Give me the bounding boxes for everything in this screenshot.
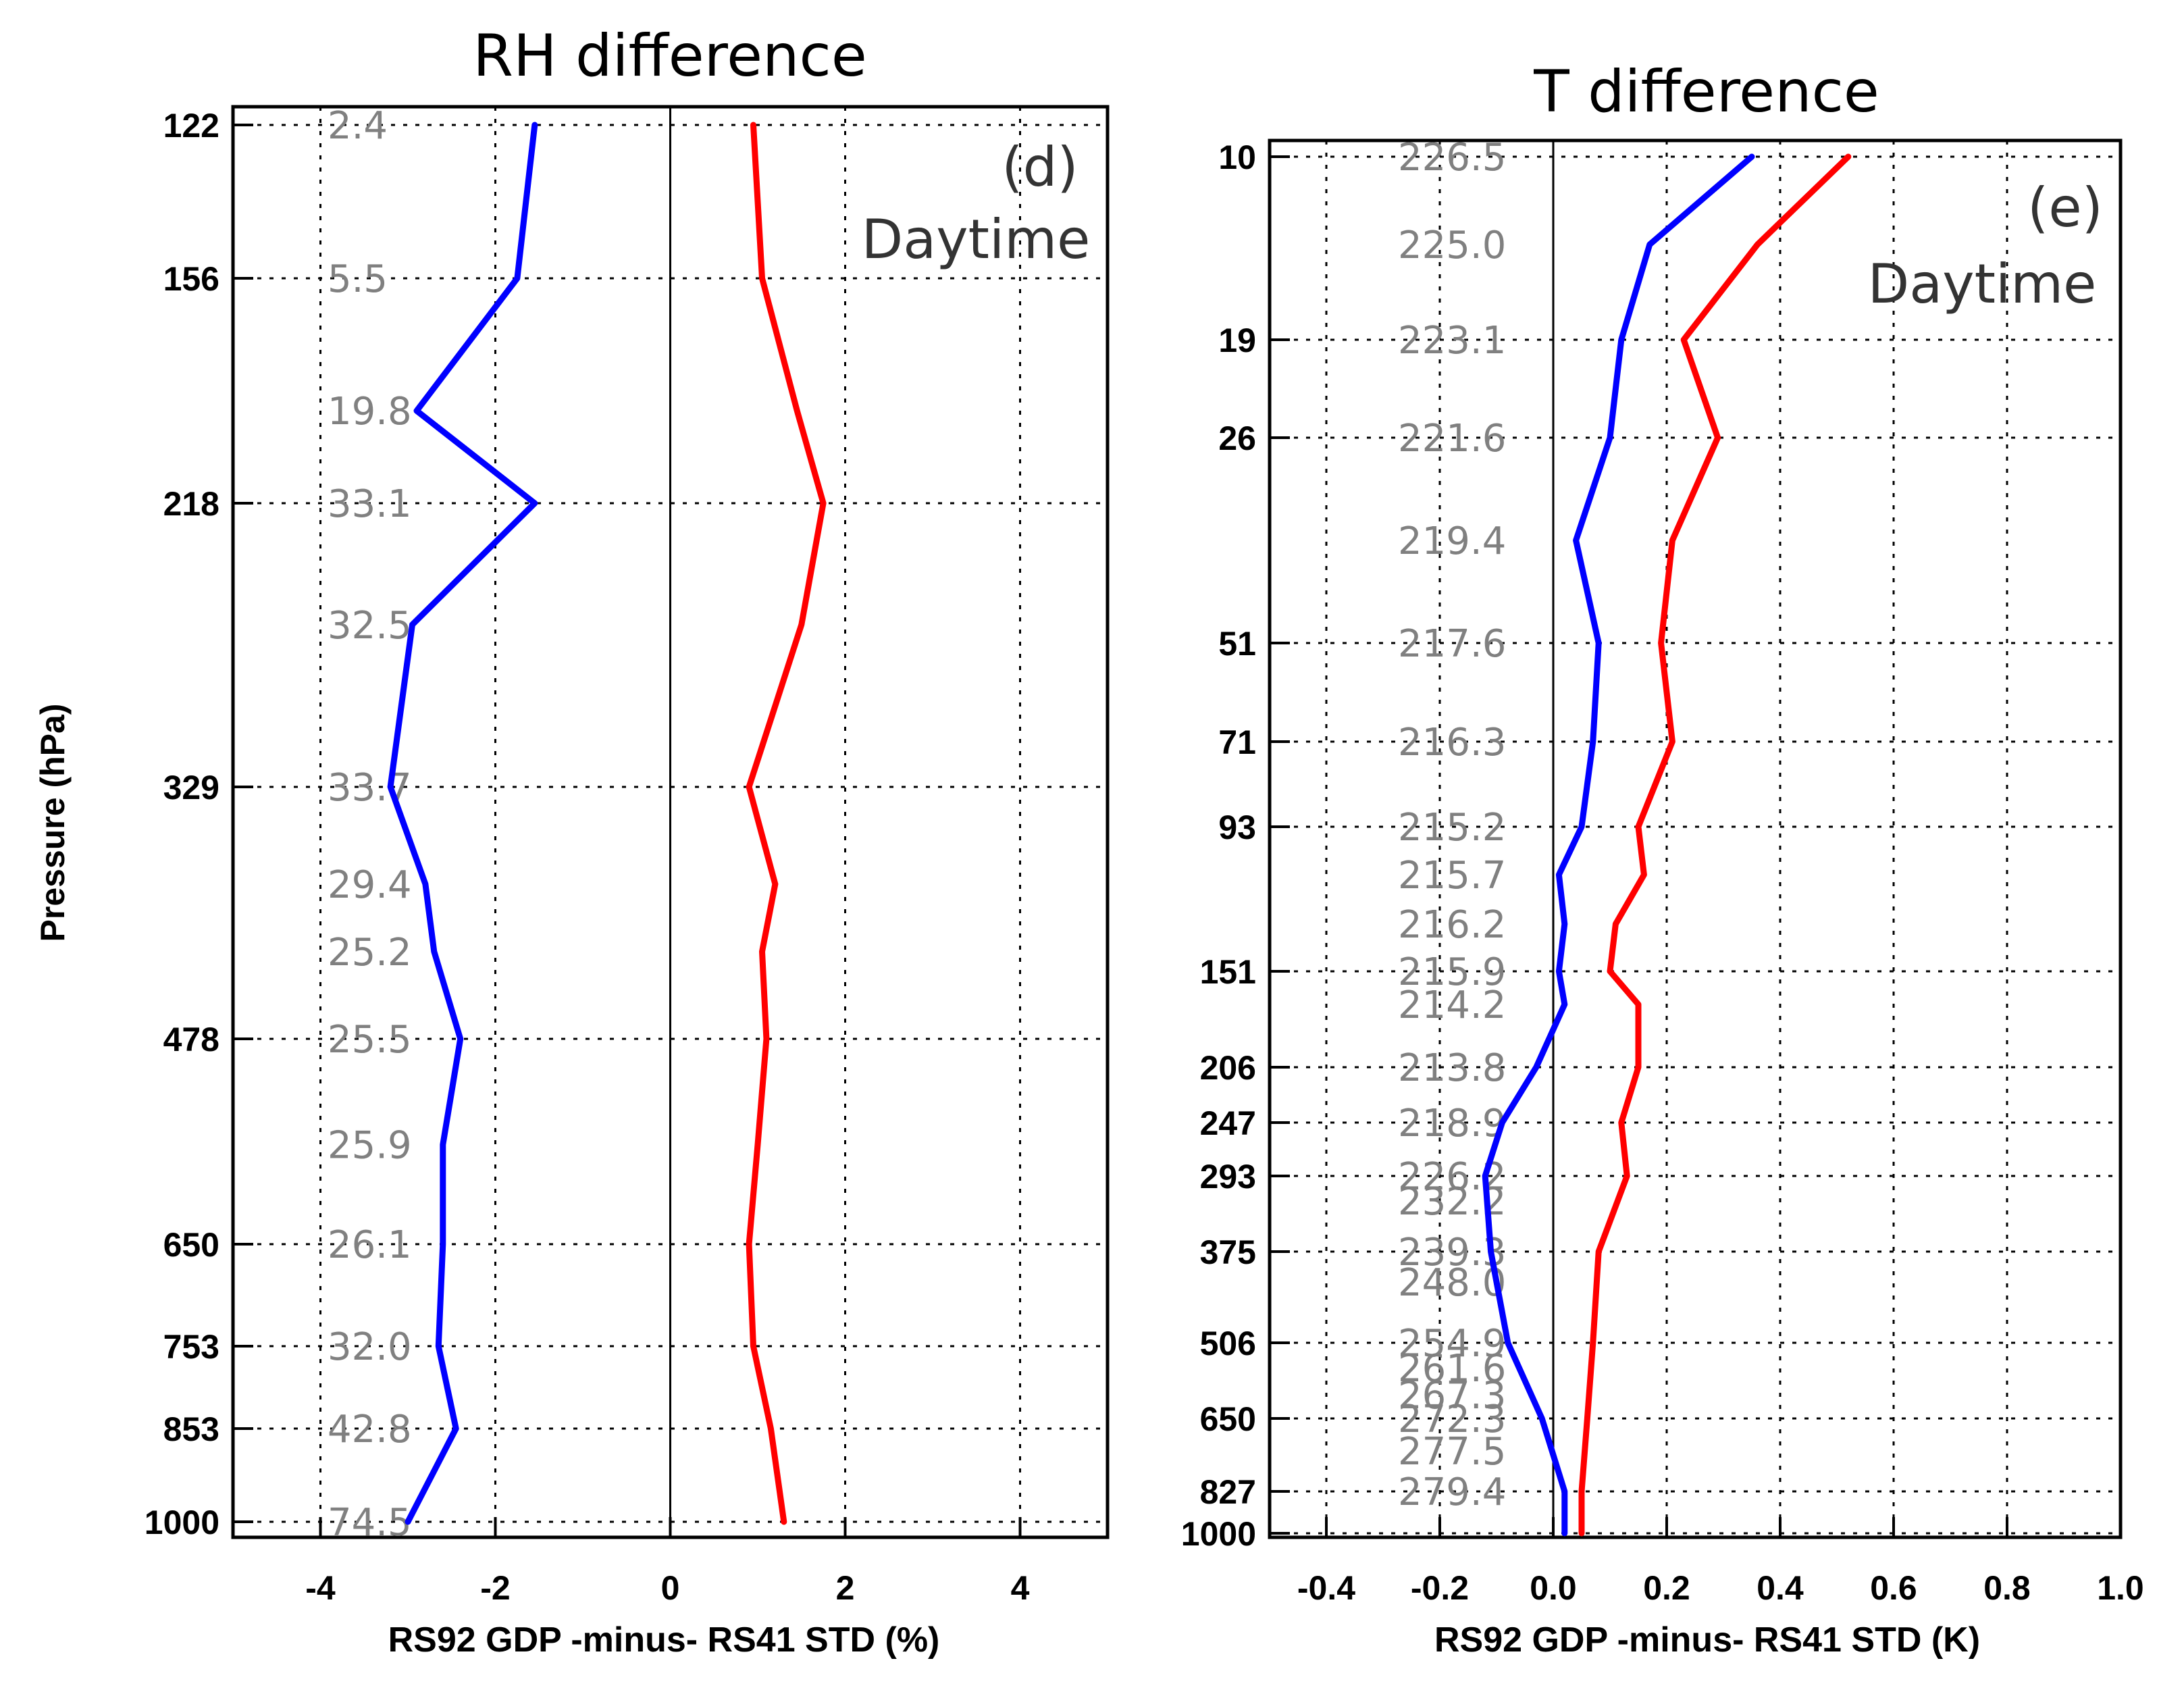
level-annotation: 221.6 bbox=[1398, 417, 1506, 461]
panel-tag: (e) bbox=[2027, 176, 2103, 239]
level-annotation: 25.5 bbox=[328, 1018, 412, 1062]
y-tick-label: 93 bbox=[1218, 809, 1256, 846]
level-annotation: 32.0 bbox=[328, 1325, 412, 1369]
chart-subtitle: Daytime bbox=[862, 208, 1091, 271]
y-tick-label: 753 bbox=[163, 1328, 219, 1366]
level-annotation: 26.1 bbox=[328, 1223, 412, 1267]
level-annotation: 219.4 bbox=[1398, 519, 1506, 563]
y-tick-label: 853 bbox=[163, 1410, 219, 1448]
plot-frame bbox=[1268, 138, 2123, 1539]
x-tick-label: -0.2 bbox=[1411, 1569, 1469, 1607]
level-annotation: 272.3 bbox=[1398, 1398, 1506, 1441]
level-annotation: 218.9 bbox=[1398, 1102, 1506, 1146]
chart-subtitle: Daytime bbox=[1868, 253, 2097, 315]
level-annotation: 217.6 bbox=[1398, 622, 1506, 666]
level-annotation: 254.9 bbox=[1398, 1322, 1506, 1366]
series-line-blue bbox=[1482, 153, 1755, 1537]
level-annotation: 261.6 bbox=[1398, 1347, 1506, 1391]
y-tick-label: 206 bbox=[1200, 1049, 1256, 1087]
y-tick-label: 19 bbox=[1218, 322, 1256, 359]
level-annotation: 29.4 bbox=[328, 863, 412, 907]
x-tick-label: 0 bbox=[661, 1569, 680, 1607]
series-line-blue bbox=[387, 122, 538, 1525]
chart-title: T difference bbox=[1533, 58, 1879, 126]
x-tick-label: 1.0 bbox=[2097, 1569, 2144, 1607]
level-annotation: 5.5 bbox=[328, 257, 388, 301]
chart-title: RH difference bbox=[473, 22, 866, 90]
y-tick-label: 247 bbox=[1200, 1104, 1256, 1142]
x-tick-label: 0.0 bbox=[1530, 1569, 1577, 1607]
y-tick-label: 156 bbox=[163, 260, 219, 298]
x-tick-label: 0.6 bbox=[1870, 1569, 1917, 1607]
level-annotation: 225.0 bbox=[1398, 224, 1506, 267]
level-annotation: 226.5 bbox=[1398, 136, 1506, 180]
level-annotation: 42.8 bbox=[328, 1408, 412, 1452]
y-tick-label: 218 bbox=[163, 485, 219, 523]
level-annotation: 213.8 bbox=[1398, 1046, 1506, 1090]
x-tick-label: 4 bbox=[1011, 1569, 1030, 1607]
level-annotation: 19.8 bbox=[328, 390, 412, 434]
y-tick-label: 827 bbox=[1200, 1473, 1256, 1511]
level-annotation: 32.5 bbox=[328, 604, 412, 648]
y-tick-label: 151 bbox=[1200, 953, 1256, 991]
y-tick-label: 10 bbox=[1218, 138, 1256, 176]
y-tick-label: 1000 bbox=[1181, 1515, 1256, 1553]
y-tick-label: 375 bbox=[1200, 1233, 1256, 1271]
y-axis-label: Pressure (hPa) bbox=[34, 704, 72, 942]
panel-tag: (d) bbox=[1002, 136, 1078, 199]
x-tick-label: -0.4 bbox=[1297, 1569, 1355, 1607]
level-annotation: 277.5 bbox=[1398, 1430, 1506, 1474]
y-tick-label: 506 bbox=[1200, 1325, 1256, 1362]
x-tick-label: 0.4 bbox=[1757, 1569, 1804, 1607]
level-annotation: 25.2 bbox=[328, 931, 412, 975]
y-tick-label: 329 bbox=[163, 769, 219, 806]
x-tick-label: -4 bbox=[305, 1569, 336, 1607]
y-tick-label: 26 bbox=[1218, 419, 1256, 457]
x-axis-label: RS92 GDP -minus- RS41 STD (%) bbox=[388, 1620, 940, 1660]
y-tick-label: 650 bbox=[1200, 1400, 1256, 1438]
y-tick-label: 478 bbox=[163, 1021, 219, 1058]
rh-difference-panel: -4 -2 0 2 4 122 156 218 329 478 650 753 853 1000 2.4 5.… bbox=[34, 22, 1110, 1660]
t-difference-panel: -0.4 -0.2 0.0 0.2 0.4 0.6 0.8 1.0 10 19 26 51 71 93 15… bbox=[1181, 58, 2144, 1660]
series-line-red bbox=[746, 122, 827, 1525]
level-annotation: 267.3 bbox=[1398, 1374, 1506, 1418]
y-tick-label: 71 bbox=[1218, 723, 1256, 761]
x-tick-label: 2 bbox=[836, 1569, 855, 1607]
level-annotation: 216.3 bbox=[1398, 721, 1506, 765]
level-annotation: 215.7 bbox=[1398, 854, 1506, 898]
level-annotation: 215.2 bbox=[1398, 806, 1506, 850]
level-annotation: 74.5 bbox=[328, 1501, 412, 1545]
level-annotation: 214.2 bbox=[1398, 983, 1506, 1027]
level-annotation: 2.4 bbox=[328, 104, 388, 148]
level-annotation: 248.0 bbox=[1398, 1261, 1506, 1305]
x-axis-label: RS92 GDP -minus- RS41 STD (K) bbox=[1434, 1620, 1980, 1660]
y-tick-label: 293 bbox=[1200, 1158, 1256, 1196]
level-annotation: 33.1 bbox=[328, 482, 412, 526]
level-annotation: 279.4 bbox=[1398, 1470, 1506, 1514]
y-tick-label: 650 bbox=[163, 1226, 219, 1264]
level-annotation: 215.9 bbox=[1398, 950, 1506, 994]
level-annotation: 223.1 bbox=[1398, 319, 1506, 363]
y-tick-label: 51 bbox=[1218, 625, 1256, 663]
level-annotation: 216.2 bbox=[1398, 903, 1506, 947]
x-tick-label: -2 bbox=[480, 1569, 510, 1607]
y-tick-label: 1000 bbox=[145, 1504, 219, 1541]
level-annotation: 25.9 bbox=[328, 1124, 412, 1168]
x-tick-label: 0.2 bbox=[1643, 1569, 1690, 1607]
y-tick-label: 122 bbox=[163, 107, 219, 145]
x-tick-label: 0.8 bbox=[1983, 1569, 2031, 1607]
series-line-red bbox=[1578, 153, 1852, 1537]
